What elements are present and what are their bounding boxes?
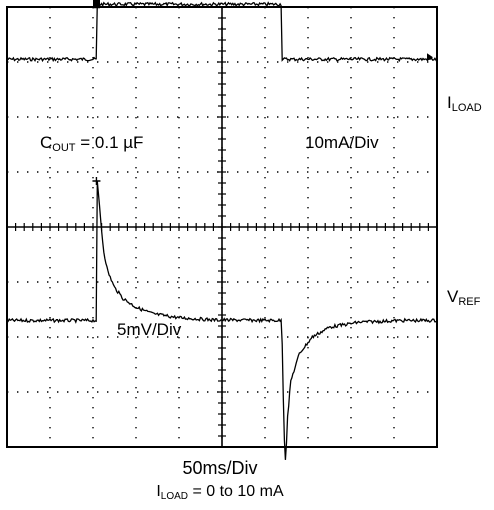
iload-scale-label: 10mA/Div: [305, 133, 379, 152]
trace-iload: [6, 1, 438, 63]
trigger-marker: [93, 0, 100, 9]
channel-label-iload: ILOAD: [447, 93, 482, 114]
vref-scale-label: 5mV/Div: [117, 320, 182, 339]
load-condition-caption: ILOAD = 0 to 10 mA: [156, 483, 284, 502]
plot-frame: [6, 6, 438, 448]
channel-label-vref: VREF: [447, 287, 481, 308]
markers: [6, 0, 433, 185]
traces: [6, 1, 438, 460]
cursor-marker: [92, 177, 101, 185]
annotation-cout: COUT = 0.1 µF: [40, 133, 144, 154]
trace-vref: [6, 181, 438, 460]
grid: [6, 6, 438, 448]
x-axis-label: 50ms/Div: [182, 458, 258, 478]
ground-ref-marker: [427, 53, 433, 62]
